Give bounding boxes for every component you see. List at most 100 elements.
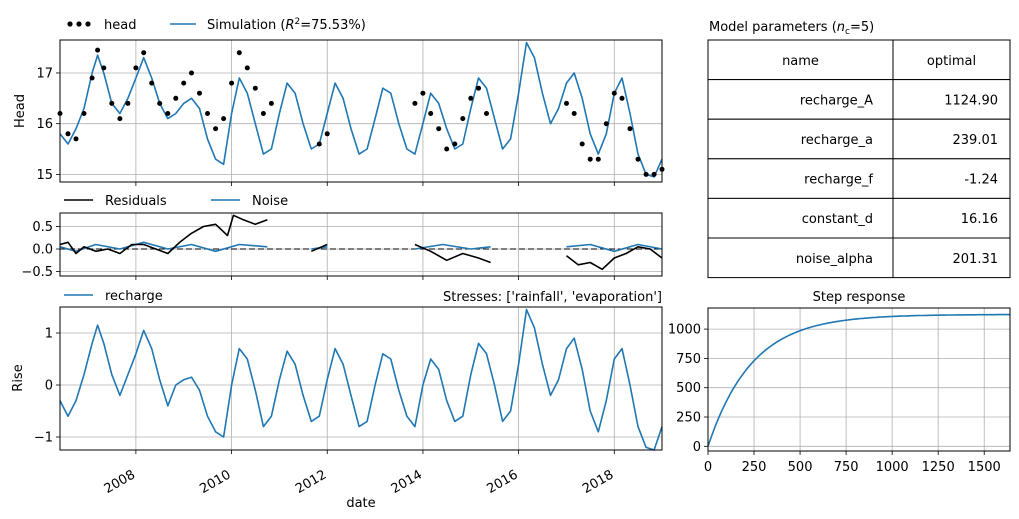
ytick-label: 500 (676, 381, 701, 396)
head-point (173, 95, 179, 101)
xtick-label: 1000 (876, 460, 909, 475)
head-point (125, 100, 131, 106)
head-point (651, 171, 657, 177)
params-row-cell-value (892, 158, 1011, 199)
head-point (476, 85, 481, 91)
head-point (316, 141, 322, 147)
params-row-cell-name (707, 237, 894, 279)
recharge-frame (59, 306, 663, 451)
legend-head-marker (67, 21, 91, 27)
head-point (460, 116, 466, 122)
param-value: 16.16 (961, 212, 998, 227)
params-row-cell-value (892, 118, 1011, 160)
head-point (420, 90, 426, 96)
head-grid (60, 40, 662, 182)
residuals-xticks (135, 276, 615, 280)
xtick-label: 2016 (484, 467, 520, 497)
params-row-cell-name (707, 197, 894, 239)
head-point (619, 95, 625, 101)
ytick-label: 0.5 (32, 220, 53, 235)
params-header-row-cell-value (892, 39, 1011, 81)
head-point (579, 141, 585, 147)
xtick-label: 2018 (580, 467, 616, 497)
xtick-label: 2008 (102, 467, 138, 497)
ytick-label: −0.5 (21, 265, 53, 280)
residuals-yticks: −0.5 0.0 0.5 (21, 220, 60, 280)
recharge-ylabel: Rise (11, 364, 26, 391)
recharge-legend: recharge (64, 289, 163, 304)
ytick-label: 0 (45, 379, 53, 394)
head-point (89, 75, 95, 81)
legend-recharge-label: recharge (105, 289, 163, 304)
ytick-label: 1000 (668, 323, 701, 338)
head-point (197, 90, 202, 96)
params-row-cell-name (707, 158, 894, 199)
head-point (643, 171, 649, 177)
ytick-label: 250 (676, 411, 701, 426)
ytick-label: 750 (676, 352, 701, 367)
head-series (57, 41, 665, 178)
param-value: 201.31 (953, 252, 999, 267)
legend-dot (67, 21, 73, 27)
recharge-line (59, 308, 663, 451)
params-header-name: name (782, 54, 819, 69)
step-response-panel: 0 250 500 750 1000 0 250 500 750 1000 1250 1500 St… (668, 290, 1011, 475)
step-frame (707, 307, 1011, 452)
head-point (81, 111, 87, 116)
head-point (587, 156, 593, 162)
recharge-panel: −101 2008 2010 2012 2014 2016 2018 Rise date … (11, 289, 663, 511)
head-point (252, 85, 258, 91)
head-panel: 15 16 17 Head head Simulation (R2=75.53%) (13, 17, 665, 186)
head-point (141, 50, 147, 56)
head-point (133, 65, 139, 71)
residuals-line (566, 246, 663, 271)
recharge-xlabel: date (346, 496, 375, 511)
params-table: Model parameters (nc=5) name optimal recha… (707, 20, 1011, 279)
ytick-label: 17 (36, 66, 53, 81)
head-point (428, 111, 434, 116)
head-point (244, 65, 250, 71)
ytick-label: 15 (36, 168, 53, 183)
recharge-series (59, 308, 663, 451)
params-header-optimal: optimal (927, 54, 976, 69)
legend-noise-label: Noise (252, 194, 288, 209)
head-point (165, 111, 171, 116)
head-point (571, 111, 577, 116)
ytick-label: 16 (36, 117, 53, 132)
residuals-line (310, 243, 328, 253)
step-yticks: 0 250 500 750 1000 (668, 323, 708, 455)
head-point (635, 156, 641, 162)
recharge-stresses-title: Stresses: ['rainfall', 'evaporation'] (443, 290, 662, 305)
simulation-line (59, 41, 663, 178)
head-point (117, 116, 123, 122)
param-name: constant_d (802, 212, 873, 227)
head-yticks: 15 16 17 (36, 66, 60, 183)
params-row-cell-name (707, 79, 894, 120)
head-frame (59, 39, 663, 183)
head-point (468, 95, 474, 101)
ytick-label: 0.0 (32, 243, 53, 258)
step-response-line (707, 313, 1010, 447)
param-name: recharge_f (804, 173, 873, 188)
head-point (324, 131, 330, 137)
xtick-label: 2012 (293, 467, 329, 497)
head-point (436, 126, 442, 132)
head-point (205, 111, 210, 116)
param-name: recharge_A (800, 93, 873, 108)
legend-head-label: head (104, 18, 136, 33)
residuals-line (414, 243, 491, 264)
head-point (181, 80, 187, 86)
residuals-legend: Residuals Noise (64, 194, 288, 209)
param-value: 1124.90 (944, 93, 998, 108)
head-ylabel: Head (13, 94, 28, 128)
head-point (236, 50, 242, 56)
legend-dot (85, 21, 91, 27)
xtick-label: 1500 (968, 460, 1001, 475)
params-table-title: Model parameters (nc=5) (709, 20, 874, 37)
residuals-frame (59, 212, 663, 277)
residuals-series (59, 214, 663, 271)
step-xticks: 0 250 500 750 1000 1250 1500 (704, 451, 1001, 475)
xtick-label: 2014 (389, 467, 425, 497)
params-table-cells: name optimal recharge_A 1124.90 recharge_a 23… (707, 39, 1011, 279)
